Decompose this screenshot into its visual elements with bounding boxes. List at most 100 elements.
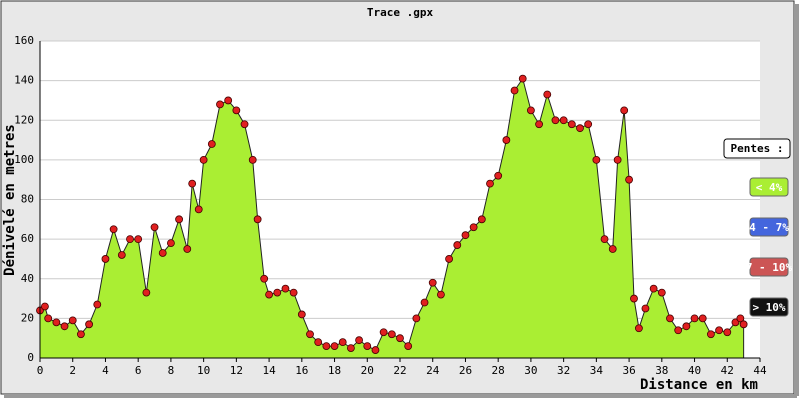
point: [379, 328, 388, 337]
point: [265, 290, 273, 299]
x-tick-label: 0: [37, 364, 44, 377]
point: [527, 106, 535, 115]
point: [330, 342, 339, 351]
y-axis-label: Dénivelé en metres: [2, 124, 18, 276]
legend-swatch: [749, 217, 789, 237]
y-tick-label: 80: [21, 193, 34, 206]
x-tick-label: 4: [102, 364, 109, 377]
point: [117, 251, 126, 259]
point: [273, 288, 282, 297]
x-tick-label: 42: [721, 364, 734, 377]
x-tick-label: 26: [459, 364, 472, 377]
y-tick-label: 160: [14, 34, 34, 47]
point: [101, 255, 110, 263]
point: [60, 322, 69, 331]
point: [739, 320, 748, 329]
point: [666, 314, 674, 323]
point: [387, 330, 396, 339]
point: [698, 314, 707, 323]
point: [584, 120, 593, 129]
point: [240, 120, 249, 129]
point: [77, 330, 85, 339]
x-tick-label: 28: [492, 364, 505, 377]
point: [567, 120, 576, 129]
point: [600, 235, 609, 244]
point: [592, 155, 601, 164]
point: [518, 74, 527, 83]
legend-swatch: [749, 297, 789, 317]
y-tick-label: 40: [21, 272, 34, 285]
point: [188, 179, 197, 188]
point: [736, 314, 745, 323]
point: [620, 106, 629, 115]
x-tick-label: 20: [361, 364, 374, 377]
x-tick-label: 40: [688, 364, 701, 377]
point: [543, 90, 552, 99]
point: [142, 288, 151, 297]
point: [649, 284, 658, 293]
point: [461, 231, 470, 240]
point: [199, 155, 208, 164]
legend-label: 7 - 10%: [746, 261, 793, 274]
x-tick-label: 22: [393, 364, 406, 377]
x-tick-label: 34: [590, 364, 604, 377]
point: [85, 320, 93, 329]
legend-title: Pentes :: [731, 142, 784, 155]
point: [371, 346, 380, 354]
point: [306, 330, 314, 339]
legend-swatch: [749, 177, 789, 197]
x-tick-label: 24: [426, 364, 440, 377]
point: [216, 100, 224, 109]
point: [260, 274, 269, 283]
point: [109, 225, 118, 234]
point: [289, 288, 298, 297]
point: [126, 235, 134, 244]
point: [477, 215, 486, 224]
point: [682, 322, 691, 331]
point: [167, 239, 175, 247]
point: [690, 314, 699, 323]
point: [559, 116, 568, 125]
x-tick-label: 44: [753, 364, 767, 377]
legend-label: < 4%: [756, 181, 783, 194]
point: [338, 338, 347, 347]
point: [723, 328, 732, 337]
point: [625, 175, 633, 184]
point: [437, 290, 445, 299]
point: [314, 338, 323, 347]
x-tick-label: 12: [230, 364, 243, 377]
point: [608, 245, 617, 253]
point: [576, 124, 584, 133]
x-tick-label: 14: [262, 364, 276, 377]
point: [44, 314, 53, 323]
point: [641, 304, 650, 313]
point: [194, 205, 203, 214]
point: [232, 106, 241, 115]
point: [281, 284, 290, 293]
chart-title: Trace .gpx: [367, 6, 434, 19]
point: [396, 334, 404, 343]
point: [363, 342, 372, 351]
y-tick-label: 0: [27, 351, 34, 364]
point: [445, 255, 453, 263]
x-tick-label: 18: [328, 364, 341, 377]
x-tick-label: 30: [524, 364, 537, 377]
y-tick-label: 100: [14, 153, 34, 166]
point: [630, 294, 638, 303]
point: [510, 86, 519, 95]
point: [183, 245, 192, 253]
point: [41, 302, 49, 311]
point: [150, 223, 159, 232]
point: [657, 288, 666, 297]
point: [52, 318, 61, 327]
point: [486, 179, 494, 188]
point: [355, 336, 363, 345]
point: [253, 215, 262, 224]
point: [412, 314, 421, 323]
legend-label: 4 - 7%: [749, 221, 789, 234]
y-tick-label: 140: [14, 74, 34, 87]
point: [248, 155, 257, 164]
point: [347, 344, 355, 352]
x-tick-label: 10: [197, 364, 210, 377]
